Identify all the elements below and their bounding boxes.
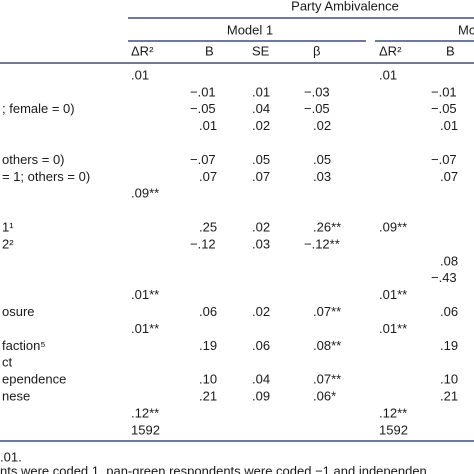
cell: −.05 xyxy=(190,101,216,116)
cell: .01** xyxy=(379,321,407,336)
cell: −.05 xyxy=(431,101,457,116)
column-header: ΔR² xyxy=(379,43,402,58)
cell: .01 xyxy=(199,118,217,133)
cell: .04 xyxy=(252,372,270,387)
row-label: ct xyxy=(2,355,13,370)
model-header: Model 1 xyxy=(227,22,273,37)
row-label: faction⁵ xyxy=(2,338,46,353)
cell: .01 xyxy=(252,84,270,99)
cell: 1592 xyxy=(131,422,160,437)
cell: .06 xyxy=(199,304,217,319)
cell: .09** xyxy=(131,186,159,201)
cell: .08** xyxy=(313,338,341,353)
cell: −.12 xyxy=(190,236,216,251)
column-header: ΔR² xyxy=(131,43,154,58)
cell: .02 xyxy=(313,118,331,133)
model-header: Mc xyxy=(458,22,474,37)
cell: .10 xyxy=(440,372,458,387)
cell: −.07 xyxy=(190,152,216,167)
cell: −.07 xyxy=(431,152,457,167)
cell: .07 xyxy=(252,169,270,184)
column-header: SE xyxy=(252,43,270,58)
cell: .02 xyxy=(252,304,270,319)
cell: .06 xyxy=(440,304,458,319)
cell: .04 xyxy=(252,101,270,116)
cell: −.03 xyxy=(304,84,330,99)
cell: 1592 xyxy=(379,422,408,437)
cell: .21 xyxy=(440,389,458,404)
cell: .12** xyxy=(379,405,407,420)
cell: .19 xyxy=(199,338,217,353)
cell: .05 xyxy=(252,152,270,167)
cell: .02 xyxy=(252,220,270,235)
row-label: = 1; others = 0) xyxy=(2,169,90,184)
cell: .07** xyxy=(313,304,341,319)
cell: .01 xyxy=(379,67,397,82)
row-label: nese xyxy=(2,389,30,404)
note: nts were coded 1, pan-green respondents … xyxy=(0,463,427,474)
column-header: B xyxy=(446,43,455,58)
cell: .06* xyxy=(313,389,336,404)
cell: .02 xyxy=(252,118,270,133)
cell: .06 xyxy=(252,338,270,353)
cell: .07 xyxy=(440,169,458,184)
cell: .09** xyxy=(379,220,407,235)
row-label: others = 0) xyxy=(2,152,65,167)
cell: .01** xyxy=(379,287,407,302)
note: .01. xyxy=(0,449,22,464)
cell: .10 xyxy=(199,372,217,387)
cell: .12** xyxy=(131,405,159,420)
row-label: 1¹ xyxy=(2,220,14,235)
cell: .26** xyxy=(313,220,341,235)
cell: .07 xyxy=(199,169,217,184)
cell: −.12** xyxy=(304,236,340,251)
cell: .05 xyxy=(313,152,331,167)
cell: .21 xyxy=(199,389,217,404)
cell: .01 xyxy=(131,67,149,82)
column-header: β xyxy=(313,43,320,58)
cell: −.43 xyxy=(431,270,457,285)
group-header: Party Ambivalence xyxy=(291,0,399,13)
cell: −.05 xyxy=(304,101,330,116)
row-label: osure xyxy=(2,304,35,319)
row-label: 2² xyxy=(2,236,14,251)
cell: .03 xyxy=(252,236,270,251)
cell: .03 xyxy=(313,169,331,184)
cell: .01** xyxy=(131,287,159,302)
row-label: ; female = 0) xyxy=(2,101,75,116)
cell: .25 xyxy=(199,220,217,235)
cell: −.01 xyxy=(431,84,457,99)
column-header: B xyxy=(205,43,214,58)
cell: .19 xyxy=(440,338,458,353)
cell: −.01 xyxy=(190,84,216,99)
row-label: ependence xyxy=(2,372,66,387)
cell: .01 xyxy=(440,118,458,133)
cell: .09 xyxy=(252,389,270,404)
cell: .01** xyxy=(131,321,159,336)
cell: .07** xyxy=(313,372,341,387)
cell: .08 xyxy=(440,253,458,268)
